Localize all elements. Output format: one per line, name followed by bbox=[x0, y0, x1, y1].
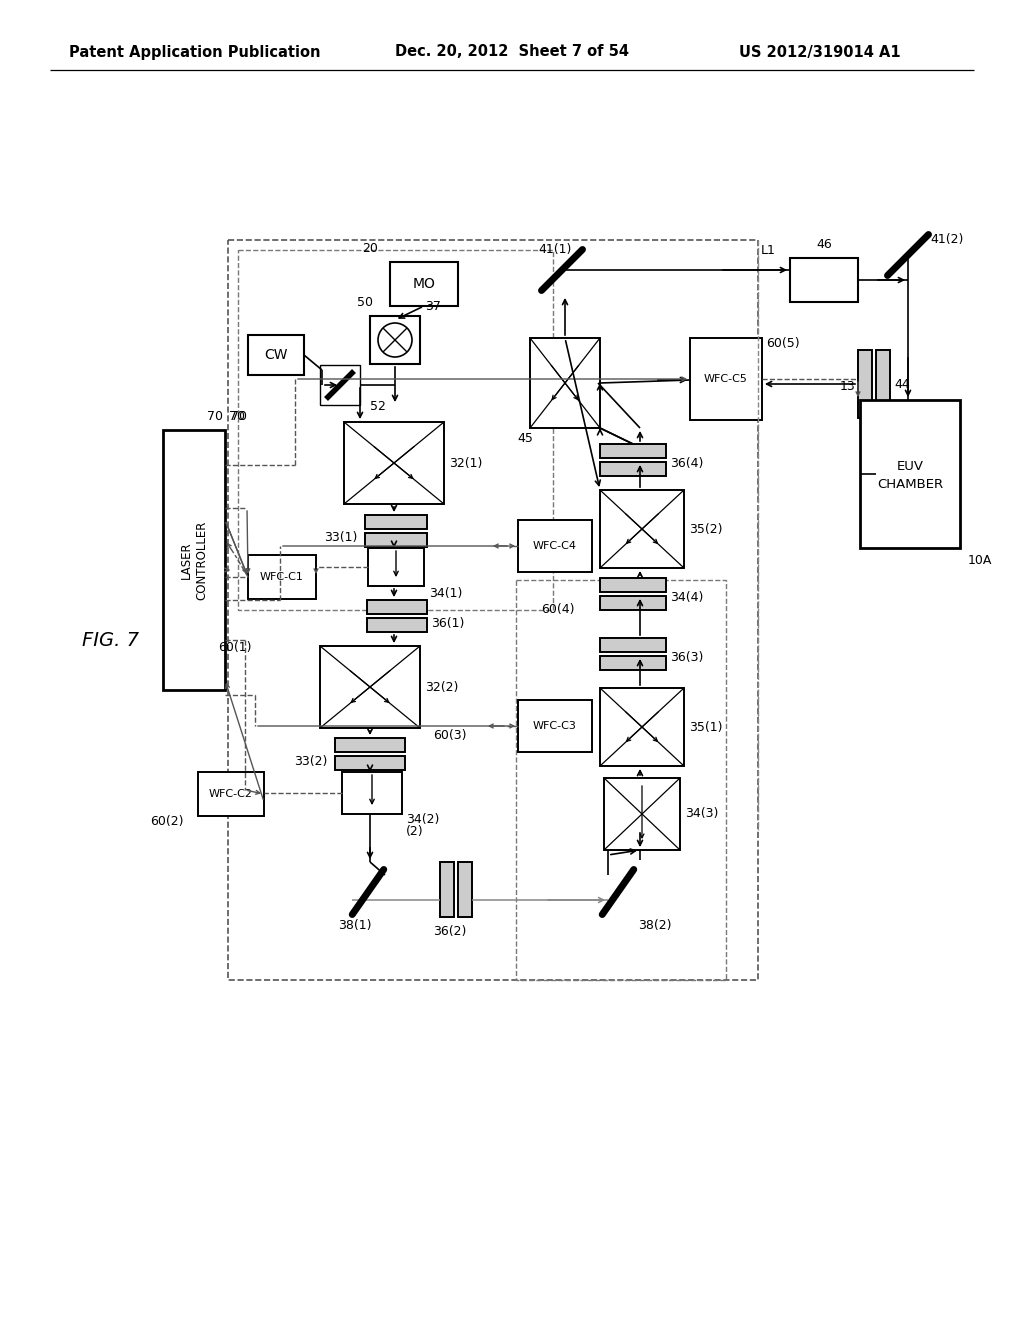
Bar bbox=[600, 444, 666, 458]
Bar bbox=[600, 462, 666, 477]
Text: WFC-C3: WFC-C3 bbox=[534, 721, 577, 731]
Bar bbox=[600, 578, 666, 591]
Text: 44: 44 bbox=[894, 378, 909, 391]
Text: 33(2): 33(2) bbox=[294, 755, 327, 767]
Text: (2): (2) bbox=[406, 825, 424, 838]
Text: 60(2): 60(2) bbox=[151, 814, 184, 828]
Text: L1: L1 bbox=[761, 243, 775, 256]
Bar bbox=[367, 618, 427, 632]
Bar bbox=[228, 240, 758, 979]
Text: 36(2): 36(2) bbox=[433, 925, 467, 939]
Text: 50: 50 bbox=[357, 296, 373, 309]
Text: 70: 70 bbox=[231, 409, 247, 422]
Text: WFC-C1: WFC-C1 bbox=[260, 572, 304, 582]
Bar bbox=[335, 756, 406, 770]
Text: WFC-C4: WFC-C4 bbox=[534, 541, 577, 550]
Bar bbox=[344, 422, 444, 504]
Text: 32(1): 32(1) bbox=[449, 457, 482, 470]
Text: 38(1): 38(1) bbox=[338, 919, 372, 932]
Text: FIG. 7: FIG. 7 bbox=[82, 631, 138, 649]
Bar bbox=[458, 862, 472, 917]
Bar bbox=[365, 515, 427, 529]
Text: 70: 70 bbox=[229, 409, 245, 422]
Bar bbox=[198, 772, 264, 816]
Text: Dec. 20, 2012  Sheet 7 of 54: Dec. 20, 2012 Sheet 7 of 54 bbox=[395, 45, 629, 59]
Text: Patent Application Publication: Patent Application Publication bbox=[70, 45, 321, 59]
Bar bbox=[516, 579, 726, 979]
Bar bbox=[368, 548, 424, 586]
Text: 34(1): 34(1) bbox=[429, 587, 463, 601]
Text: 36(3): 36(3) bbox=[670, 652, 703, 664]
Bar bbox=[876, 350, 890, 418]
Bar bbox=[860, 400, 961, 548]
Text: 37: 37 bbox=[425, 300, 441, 313]
Text: 45: 45 bbox=[517, 432, 532, 445]
Bar bbox=[335, 738, 406, 752]
Text: WFC-C5: WFC-C5 bbox=[705, 374, 748, 384]
Text: 35(1): 35(1) bbox=[689, 721, 723, 734]
Text: 36(4): 36(4) bbox=[670, 458, 703, 470]
Bar bbox=[604, 777, 680, 850]
Text: MO: MO bbox=[413, 277, 435, 290]
Text: 41(2): 41(2) bbox=[930, 234, 964, 247]
Bar bbox=[248, 554, 316, 599]
Text: EUV: EUV bbox=[896, 459, 924, 473]
Bar bbox=[319, 645, 420, 729]
Bar bbox=[600, 490, 684, 568]
Bar bbox=[319, 366, 360, 405]
Bar bbox=[518, 700, 592, 752]
Text: 46: 46 bbox=[816, 238, 831, 251]
Text: 34(3): 34(3) bbox=[685, 808, 719, 821]
Bar bbox=[600, 656, 666, 671]
Text: 35(2): 35(2) bbox=[689, 523, 723, 536]
Text: 60(4): 60(4) bbox=[542, 603, 574, 616]
Text: 33(1): 33(1) bbox=[324, 532, 357, 544]
Bar bbox=[530, 338, 600, 428]
Bar bbox=[690, 338, 762, 420]
Text: 60(1): 60(1) bbox=[218, 642, 252, 655]
Bar bbox=[790, 257, 858, 302]
Bar bbox=[367, 601, 427, 614]
Text: 41(1): 41(1) bbox=[539, 243, 571, 256]
Text: 38(2): 38(2) bbox=[638, 920, 672, 932]
Bar bbox=[163, 430, 225, 690]
Text: US 2012/319014 A1: US 2012/319014 A1 bbox=[739, 45, 901, 59]
Text: 10A: 10A bbox=[968, 553, 992, 566]
Bar bbox=[600, 638, 666, 652]
Text: 52: 52 bbox=[370, 400, 386, 413]
Bar bbox=[440, 862, 454, 917]
Text: 34(4): 34(4) bbox=[670, 591, 703, 605]
Bar bbox=[238, 249, 553, 610]
Text: LASER
CONTROLLER: LASER CONTROLLER bbox=[180, 520, 208, 599]
Bar bbox=[248, 335, 304, 375]
Bar bbox=[390, 261, 458, 306]
Text: 13: 13 bbox=[840, 380, 856, 392]
Text: 20: 20 bbox=[362, 242, 378, 255]
Bar bbox=[600, 597, 666, 610]
Text: 36(1): 36(1) bbox=[431, 618, 464, 631]
Bar bbox=[600, 688, 684, 766]
Text: 34(2): 34(2) bbox=[406, 813, 439, 825]
Text: CW: CW bbox=[264, 348, 288, 362]
Text: 60(3): 60(3) bbox=[433, 729, 467, 742]
Bar bbox=[342, 772, 402, 814]
Text: WFC-C2: WFC-C2 bbox=[209, 789, 253, 799]
Text: 60(5): 60(5) bbox=[766, 338, 800, 351]
Bar bbox=[370, 315, 420, 364]
Text: 70: 70 bbox=[207, 409, 223, 422]
Bar bbox=[858, 350, 872, 418]
Text: 32(2): 32(2) bbox=[425, 681, 459, 693]
Text: CHAMBER: CHAMBER bbox=[877, 478, 943, 491]
Bar bbox=[518, 520, 592, 572]
Bar bbox=[365, 533, 427, 546]
